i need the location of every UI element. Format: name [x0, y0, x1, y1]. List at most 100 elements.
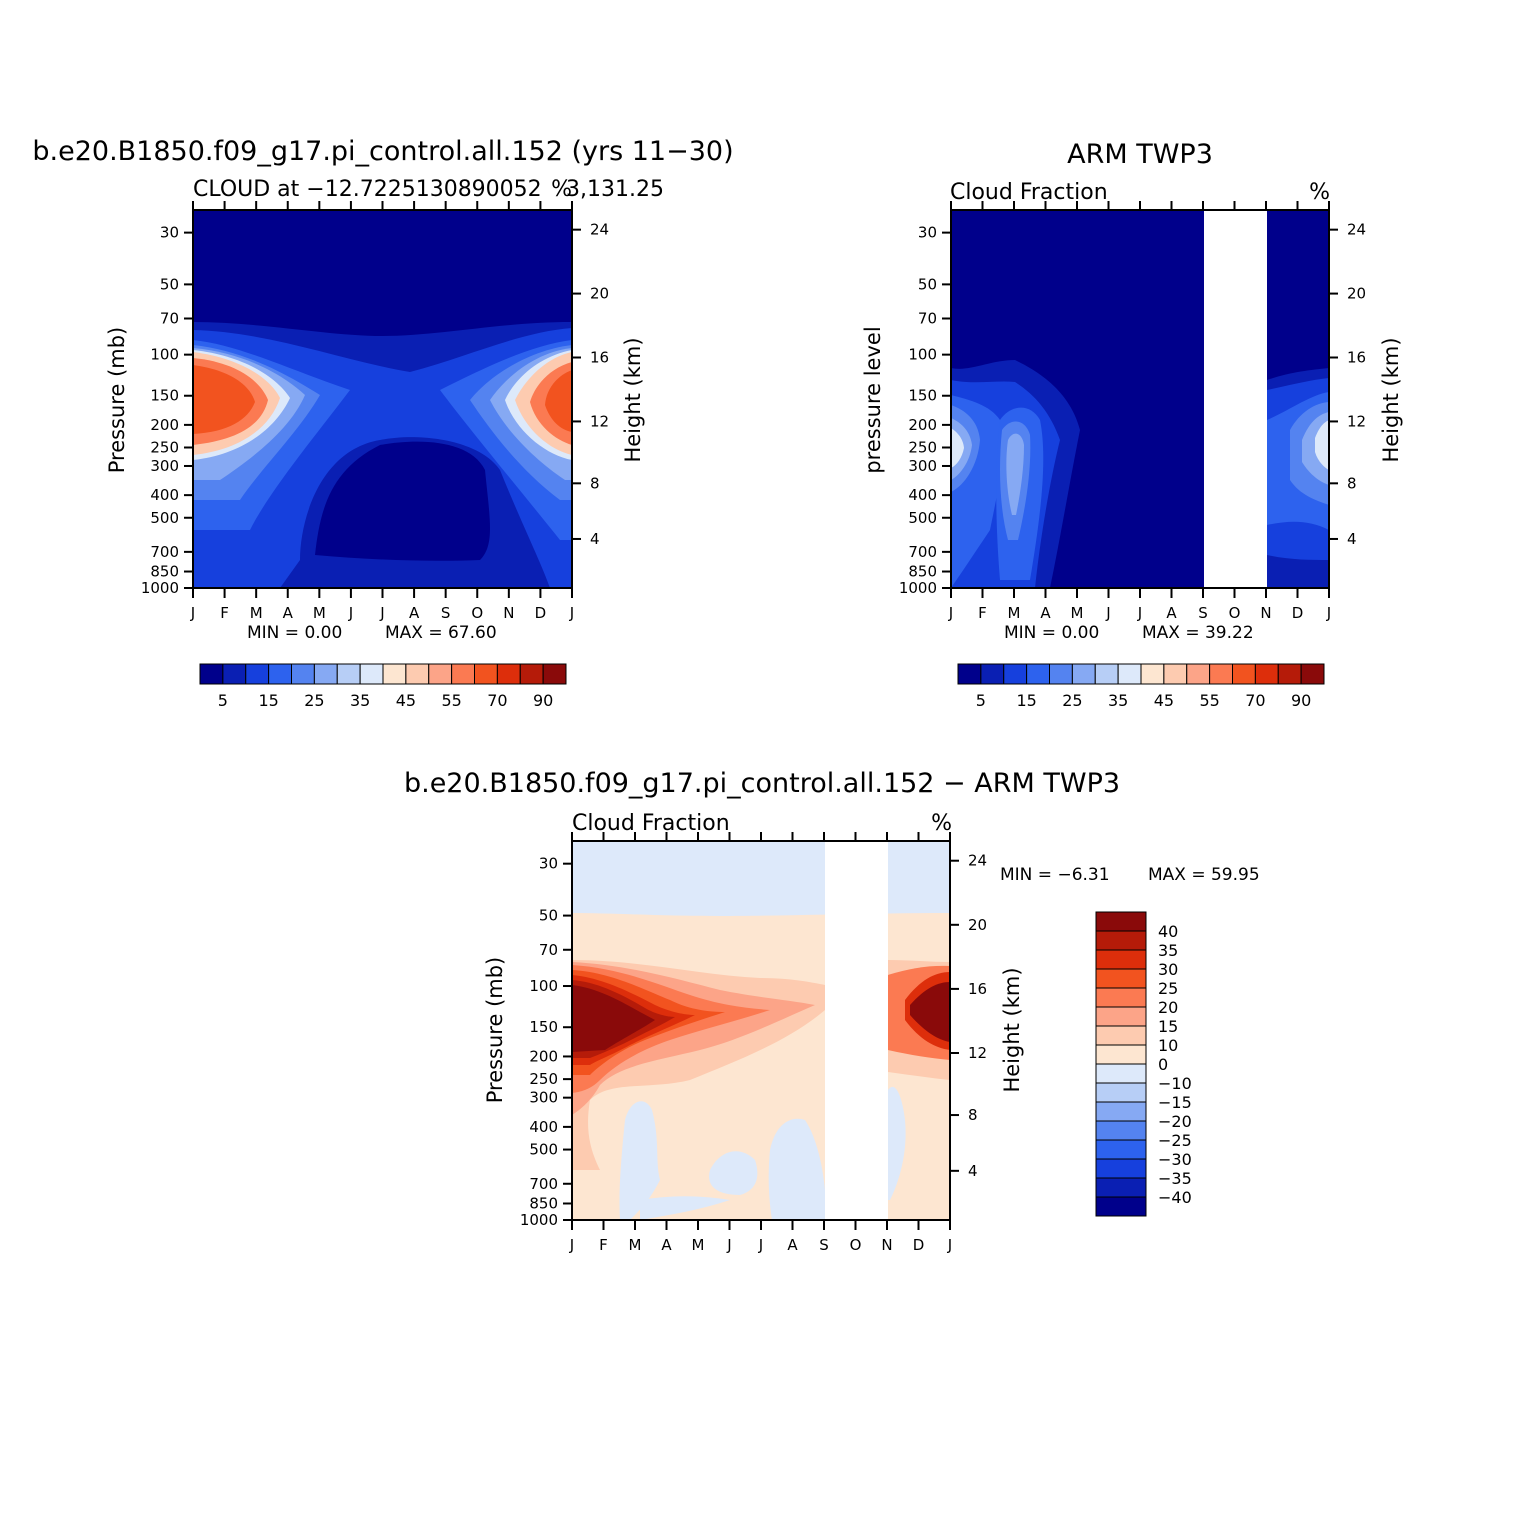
panel-obs-missing-data [1204, 210, 1267, 588]
panel-diff-month-tick-label: O [850, 1236, 862, 1254]
panel-obs-colorbar-swatch [1140, 663, 1165, 685]
panel-diff-height-tick-label: 4 [968, 1162, 978, 1180]
panel-obs-pressure-tick-label: 50 [918, 275, 937, 293]
panel-diff-colorbar-swatch [1095, 930, 1147, 951]
panel-model-colorbar-swatch [519, 663, 544, 685]
panel-model-month-tick-label: J [190, 604, 195, 622]
panel-obs-month-tick-label: N [1260, 604, 1271, 622]
panel-diff-colorbar-label: 10 [1158, 1036, 1178, 1055]
panel-diff-pressure-tick-label: 700 [529, 1175, 558, 1193]
panel-model-colorbar-label: 35 [350, 691, 370, 710]
panel-diff-contour-4 [768, 1118, 825, 1220]
panel-diff-colorbar-swatch [1095, 1025, 1147, 1046]
panel-obs-colorbar-swatch [957, 663, 982, 685]
panel-obs-month-tick-label: A [1040, 604, 1051, 622]
panel-model-month-tick-label: N [503, 604, 514, 622]
panel-obs-month-tick-label: J [1137, 604, 1142, 622]
panel-model-colorbar-swatch [382, 663, 407, 685]
panel-model-pressure-tick-label: 250 [150, 439, 179, 457]
panel-diff-contour-17 [888, 1086, 906, 1200]
panel-diff-colorbar-swatch [1095, 1158, 1147, 1179]
panel-diff-contour-3 [709, 1151, 758, 1195]
panel-model-colorbar: 5 15 25 35 45 55 70 90 [199, 663, 567, 710]
panel-obs: ARM TWP3 Cloud Fraction % 30 50 70 100 150 20… [861, 139, 1403, 710]
panel-diff-colorbar-swatch [1095, 1120, 1147, 1141]
panel-model-colorbar-swatch [291, 663, 315, 685]
panel-model-height-tick-label: 16 [590, 349, 609, 367]
panel-obs-month-tick-label: A [1166, 604, 1177, 622]
panel-diff-month-tick-label: N [881, 1236, 892, 1254]
panel-obs-pressure-tick-label: 150 [908, 387, 937, 405]
panel-model-ylabel-right: Height (km) [621, 337, 645, 462]
panel-diff-month-tick-label: J [947, 1236, 952, 1254]
panel-obs-colorbar-label: 15 [1016, 691, 1036, 710]
panel-obs-colorbar-swatch [1209, 663, 1233, 685]
panel-diff-contour-1 [572, 841, 950, 916]
panel-model-pressure-tick-label: 100 [150, 346, 179, 364]
panel-model-pressure-tick-label: 400 [150, 486, 179, 504]
panel-model-month-tick-label: J [569, 604, 574, 622]
panel-obs-colorbar-label: 25 [1062, 691, 1082, 710]
panel-diff-contour-16 [910, 982, 950, 1042]
panel-obs-height-tick-label: 4 [1347, 530, 1357, 548]
panel-diff-height-tick-label: 8 [968, 1106, 978, 1124]
panel-diff-colorbar-label: 20 [1158, 998, 1178, 1017]
panel-model-colorbar-swatch [474, 663, 498, 685]
panel-obs-colorbar-label: 35 [1108, 691, 1128, 710]
panel-obs-month-tick-label: M [1008, 604, 1021, 622]
panel-diff-colorbar-label: −30 [1158, 1150, 1192, 1169]
panel-diff-height-tick-label: 20 [968, 916, 987, 934]
panel-model-left-label: CLOUD at −12.7225130890052 [193, 177, 542, 202]
panel-obs-colorbar-swatch [1232, 663, 1256, 685]
panel-obs-contour-8 [1006, 433, 1024, 515]
panel-diff-colorbar-swatch [1095, 1139, 1147, 1160]
panel-obs-plot [951, 210, 1329, 588]
panel-obs-pressure-tick-label: 400 [908, 486, 937, 504]
panel-model-colorbar-swatch [245, 663, 270, 685]
panel-model-month-tick-label: S [441, 604, 451, 622]
panel-diff-pressure-tick-label: 850 [529, 1194, 558, 1212]
panel-model-colorbar-swatch [405, 663, 430, 685]
panel-obs-month-tick-label: F [978, 604, 987, 622]
panel-diff-colorbar-label: 35 [1158, 941, 1178, 960]
panel-model-month-tick-label: D [535, 604, 547, 622]
panel-model-height-tick-label: 4 [590, 530, 600, 548]
panel-diff-colorbar-label: 0 [1158, 1055, 1168, 1074]
panel-model-pressure-tick-label: 1000 [141, 579, 179, 597]
panel-diff-height-tick-label: 12 [968, 1044, 987, 1062]
panel-obs-colorbar-label: 5 [976, 691, 986, 710]
panel-obs-month-tick-label: M [1071, 604, 1084, 622]
panel-obs-left-label: Cloud Fraction [950, 180, 1108, 205]
panel-obs-colorbar-swatch [980, 663, 1005, 685]
panel-diff-month-tick-label: S [819, 1236, 829, 1254]
panel-diff-colorbar-label: 15 [1158, 1017, 1178, 1036]
panel-obs-colorbar-swatch [1071, 663, 1096, 685]
panel-model-contour-17 [193, 365, 255, 434]
panel-obs-contour-9 [951, 428, 964, 468]
panel-model-pressure-tick-label: 200 [150, 416, 179, 434]
panel-obs-height-tick-label: 20 [1347, 285, 1366, 303]
panel-diff-height-axis: 24 20 16 12 8 4 [950, 852, 987, 1180]
panel-obs-pressure-tick-label: 850 [908, 563, 937, 581]
panel-diff-colorbar-label: 30 [1158, 960, 1178, 979]
panel-diff-month-tick-label: M [692, 1236, 705, 1254]
panel-obs-colorbar-swatch [1254, 663, 1279, 685]
panel-obs-colorbar: 5 15 25 35 45 55 70 90 [957, 663, 1325, 710]
panel-obs-ylabel: pressure level [861, 326, 885, 473]
panel-model-colorbar-swatch [336, 663, 361, 685]
panel-obs-colorbar-swatch [1094, 663, 1119, 685]
panel-diff-height-tick-label: 16 [968, 980, 987, 998]
panel-model-coords: 3,131.25 [566, 177, 664, 202]
panel-obs-height-tick-label: 24 [1347, 221, 1366, 239]
panel-model: b.e20.B1850.f09_g17.pi_control.all.152 (… [32, 136, 733, 710]
panel-obs-height-tick-label: 12 [1347, 412, 1366, 430]
panel-diff-contour-2 [619, 1101, 660, 1220]
panel-obs-month-tick-label: J [948, 604, 953, 622]
panel-diff-ylabel-right: Height (km) [1000, 967, 1024, 1092]
panel-diff-pressure-tick-label: 400 [529, 1118, 558, 1136]
